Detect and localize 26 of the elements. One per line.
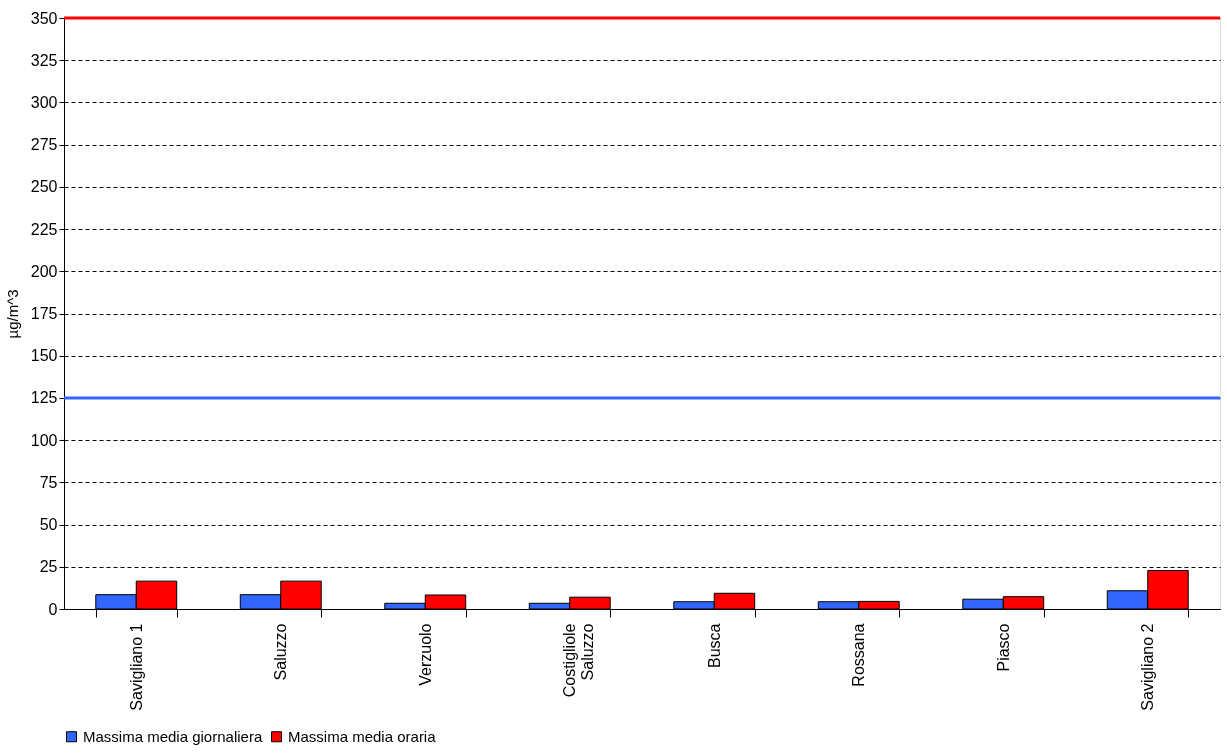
y-tick-label: 125 [30, 389, 58, 407]
y-tick-label: 200 [30, 262, 58, 280]
y-tick-label: 300 [30, 93, 58, 111]
y-axis-title: µg/m^3 [3, 289, 21, 339]
x-tick-label: Savigliano 1 [127, 623, 145, 711]
y-tick-label: 50 [39, 516, 58, 534]
x-tick-label: Busca [705, 623, 723, 668]
y-tick-label: 325 [30, 51, 58, 69]
y-tick-label: 75 [39, 473, 58, 491]
y-tick-label: 350 [30, 9, 58, 27]
y-tick-label: 250 [30, 178, 58, 196]
x-tick-label: Costigliole Saluzzo [561, 623, 597, 698]
y-tick-label: 150 [30, 347, 58, 365]
x-tick-label: Savigliano 2 [1139, 623, 1157, 711]
x-tick-label: Verzuolo [416, 623, 434, 686]
legend-label: Massima media oraria [288, 727, 437, 745]
y-tick-label: 100 [30, 431, 58, 449]
y-tick-label: 225 [30, 220, 58, 238]
legend-label: Massima media giornaliera [83, 727, 263, 745]
x-tick-label: Piasco [994, 623, 1012, 672]
y-tick-label: 275 [30, 136, 58, 154]
y-tick-label: 0 [48, 600, 58, 618]
x-tick-label: Rossana [850, 623, 868, 687]
x-tick-label: Saluzzo [272, 623, 290, 681]
y-tick-label: 175 [30, 305, 58, 322]
y-tick-label: 25 [39, 558, 58, 576]
